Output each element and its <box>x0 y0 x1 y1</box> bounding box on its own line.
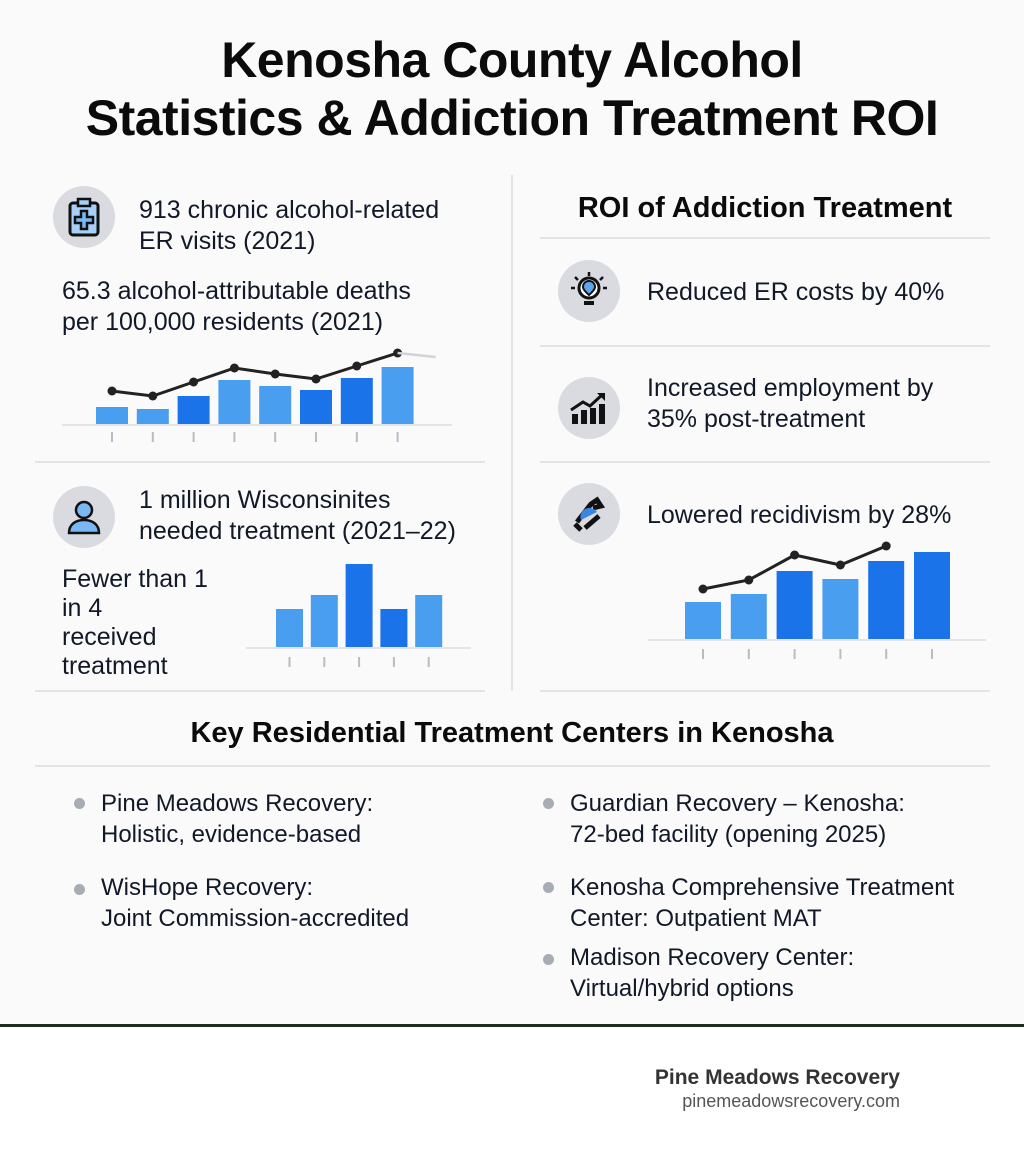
clipboard-medical-icon <box>53 186 115 248</box>
received-treatment-stat: Fewer than 1 in 4 received treatment <box>62 565 208 681</box>
trend-point <box>835 560 845 570</box>
center-name: Madison Recovery Center: Virtual/hybrid o… <box>570 942 854 1004</box>
trend-line <box>111 351 399 398</box>
bar <box>868 561 905 639</box>
bar <box>276 609 303 647</box>
bar <box>776 571 813 639</box>
trend-point <box>270 369 280 379</box>
bar <box>259 386 292 424</box>
divider <box>35 765 990 767</box>
received-line4: treatment <box>62 652 168 680</box>
page-title-line2: Statistics & Addiction Treatment ROI <box>85 90 939 146</box>
trend-point <box>148 391 158 401</box>
divider <box>540 237 990 239</box>
person-icon <box>53 486 115 548</box>
roi-heading: ROI of Addiction Treatment <box>577 192 953 224</box>
cycle-arrows-icon <box>558 483 620 545</box>
bullet-icon <box>74 798 85 809</box>
trend-point <box>744 575 754 585</box>
bar <box>310 595 338 647</box>
trend-point <box>229 363 239 373</box>
center-line1: Guardian Recovery – Kenosha: <box>570 790 905 817</box>
bar <box>381 367 414 424</box>
center-name: Guardian Recovery – Kenosha: 72-bed facil… <box>570 788 905 850</box>
bar <box>685 602 721 639</box>
recidivism-roi: Lowered recidivism by 28% <box>647 501 952 529</box>
bullet-icon <box>543 954 554 965</box>
bar <box>822 579 859 639</box>
center-line2: Holistic, evidence-based <box>101 821 362 848</box>
er-visits-line2: ER visits (2021) <box>139 227 316 255</box>
center-name: Kenosha Comprehensive Treatment Center: O… <box>570 872 954 934</box>
bar <box>300 390 332 424</box>
chart2-baseline <box>246 647 471 649</box>
received-line2: in 4 <box>62 594 103 622</box>
bar <box>340 378 373 424</box>
divider <box>540 690 990 692</box>
er-visits-line1: 913 chronic alcohol-related <box>139 196 440 224</box>
deaths-line2: per 100,000 residents (2021) <box>62 308 384 336</box>
center-line1: Pine Meadows Recovery: <box>101 790 374 817</box>
footer-url[interactable]: pinemeadowsrecovery.com <box>682 1091 900 1111</box>
trend-point <box>352 361 362 371</box>
bar <box>730 594 767 639</box>
bar <box>914 552 950 639</box>
footer-brand: Pine Meadows Recovery <box>654 1066 900 1089</box>
divider <box>540 461 990 463</box>
divider <box>35 461 485 463</box>
center-name: WisHope Recovery: Joint Commission-accred… <box>101 872 409 934</box>
bar <box>345 564 373 647</box>
chart1-baseline <box>62 424 452 426</box>
growth-chart-icon <box>558 377 620 439</box>
bar <box>177 396 210 424</box>
page-title-line1: Kenosha County Alcohol <box>221 32 803 88</box>
center-line2: Joint Commission-accredited <box>101 905 410 932</box>
employment-roi: Increased employment by 35% post-treatme… <box>647 373 933 435</box>
bar <box>415 595 443 647</box>
footer <box>0 1027 1024 1154</box>
employment-line2: 35% post-treatment <box>647 405 866 433</box>
deaths-stat: 65.3 alcohol-attributable deaths per 100… <box>62 276 411 338</box>
centers-heading: Key Residential Treatment Centers in Ken… <box>190 717 834 749</box>
er-costs-roi: Reduced ER costs by 40% <box>647 278 945 306</box>
trend-point <box>881 541 891 551</box>
trend-tail <box>397 351 436 359</box>
divider <box>35 690 485 692</box>
bullet-icon <box>543 882 554 893</box>
needed-line2: needed treatment (2021–22) <box>139 517 456 545</box>
needed-line1: 1 million Wisconsinites <box>139 486 391 514</box>
center-line1: WisHope Recovery: <box>101 874 314 901</box>
divider <box>540 345 990 347</box>
trend-point <box>107 386 117 396</box>
trend-point <box>311 374 321 384</box>
center-line2: Center: Outpatient MAT <box>570 905 822 932</box>
center-line1: Kenosha Comprehensive Treatment <box>570 874 955 901</box>
bar <box>96 407 128 424</box>
lightbulb-icon <box>558 260 620 322</box>
needed-treatment-stat: 1 million Wisconsinites needed treatment… <box>139 485 456 547</box>
trend-point <box>698 584 708 594</box>
received-line3: received <box>62 623 157 651</box>
deaths-line1: 65.3 alcohol-attributable deaths <box>62 277 411 305</box>
column-divider <box>511 175 513 691</box>
bar <box>218 380 251 424</box>
footer-rule <box>0 1024 1024 1027</box>
chart3-baseline <box>648 639 986 641</box>
center-line2: Virtual/hybrid options <box>570 975 794 1002</box>
center-line1: Madison Recovery Center: <box>570 944 855 971</box>
center-name: Pine Meadows Recovery: Holistic, evidence… <box>101 788 373 850</box>
trend-point <box>790 550 800 560</box>
er-visits-stat: 913 chronic alcohol-related ER visits (2… <box>139 195 439 257</box>
trend-point <box>189 377 199 387</box>
received-line1: Fewer than 1 <box>62 565 208 593</box>
bar <box>380 609 408 647</box>
center-line2: 72-bed facility (opening 2025) <box>570 821 887 848</box>
bullet-icon <box>543 798 554 809</box>
bullet-icon <box>74 884 85 895</box>
employment-line1: Increased employment by <box>647 374 934 402</box>
bar <box>136 409 169 424</box>
